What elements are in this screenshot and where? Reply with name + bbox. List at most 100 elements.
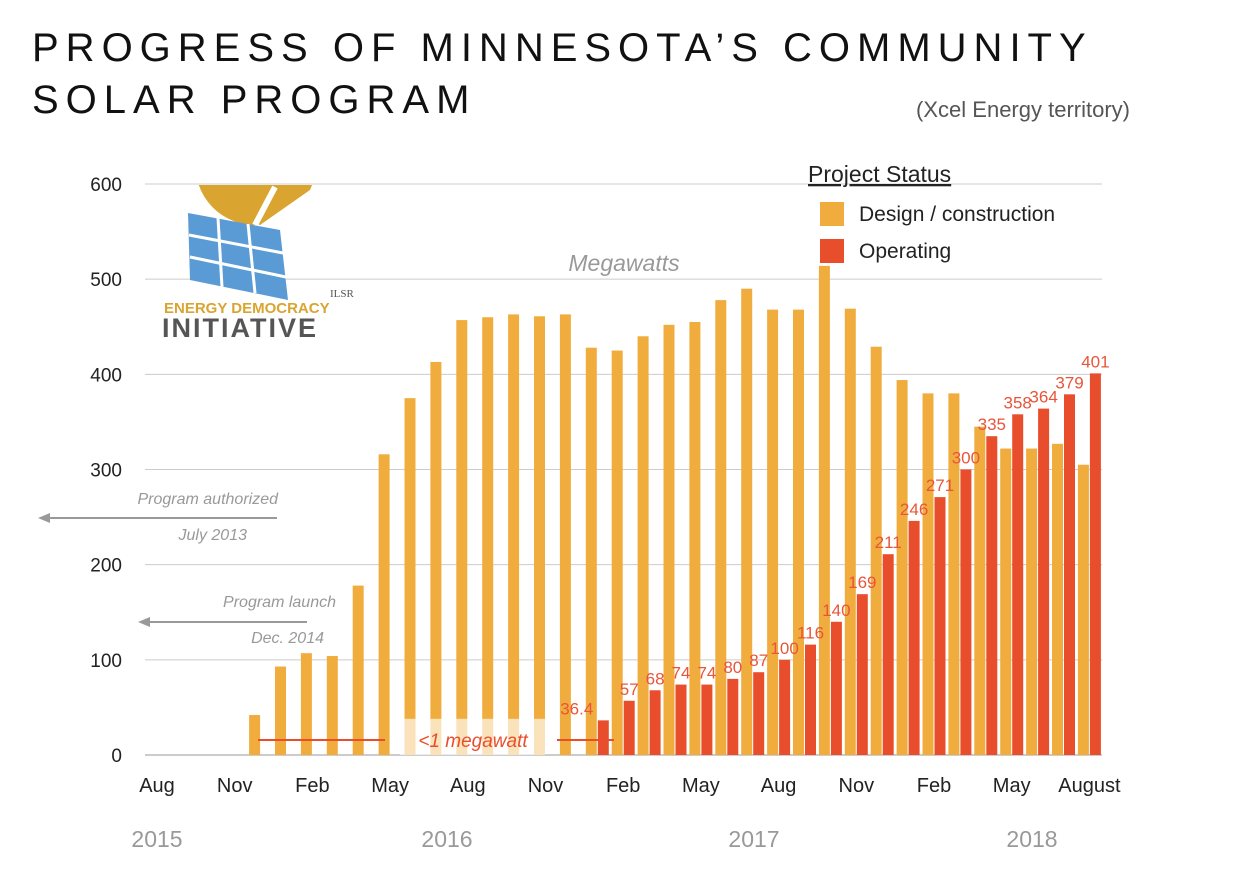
design-bar [326, 656, 338, 755]
design-bar [249, 715, 261, 755]
design-bar [559, 314, 571, 755]
design-bar [1077, 464, 1089, 755]
design-bar [1052, 443, 1063, 755]
operating-data-label: 358 [1004, 393, 1032, 412]
x-tick-label: Aug [450, 775, 486, 797]
design-bar [611, 350, 623, 755]
arrow-left-icon [138, 617, 150, 627]
operating-data-label: 271 [926, 476, 954, 495]
design-bar [1000, 448, 1012, 755]
y-tick-label: 400 [90, 365, 122, 386]
design-bar [689, 321, 701, 755]
design-bar [1026, 448, 1038, 755]
small-capacity-label: <1 megawatt [418, 731, 528, 752]
annotation-authorized-date: July 2013 [178, 527, 248, 544]
annotation-authorized: Program authorized [137, 491, 279, 508]
title-line-1: PROGRESS OF MINNESOTA’S COMMUNITY [32, 26, 1093, 70]
design-bar [767, 309, 779, 755]
annotation-launch-date: Dec. 2014 [251, 630, 324, 647]
design-bar [404, 398, 416, 755]
x-tick-label: Feb [606, 775, 640, 797]
x-tick-label: Nov [217, 775, 253, 797]
design-bar [352, 585, 364, 755]
operating-data-label: 379 [1055, 373, 1083, 392]
operating-bar [882, 554, 894, 755]
design-bar [456, 320, 468, 755]
operating-data-label: 211 [875, 533, 902, 552]
operating-data-label: 116 [797, 624, 824, 643]
design-bar [508, 314, 520, 755]
design-bar [741, 288, 753, 755]
x-tick-label: August [1058, 775, 1121, 797]
small-capacity-highlight [400, 718, 545, 755]
operating-bar [934, 497, 946, 755]
operating-data-label: 401 [1081, 352, 1109, 371]
x-tick-label: Nov [839, 775, 875, 797]
operating-data-label: 74 [697, 664, 716, 683]
operating-bar [1012, 414, 1024, 755]
legend-swatch-design [820, 202, 844, 226]
year-label: 2017 [728, 826, 779, 852]
operating-data-label: 36.4 [560, 699, 593, 718]
legend-entry: Operating [859, 240, 951, 263]
design-bar [715, 300, 727, 755]
operating-bar [779, 659, 791, 755]
operating-bar [727, 678, 739, 755]
operating-data-label: 80 [723, 658, 742, 677]
legend-swatch-operating [820, 239, 844, 263]
year-label: 2016 [421, 826, 472, 852]
design-bar [896, 380, 908, 755]
operating-bar [701, 684, 713, 755]
y-axis-label: Megawatts [568, 250, 680, 276]
operating-bar [908, 520, 920, 755]
design-bar [275, 666, 286, 755]
operating-bar [1064, 394, 1075, 755]
design-bar [534, 316, 545, 755]
chart-subtitle: (Xcel Energy territory) [916, 97, 1130, 122]
x-tick-label: Feb [295, 775, 329, 797]
operating-data-label: 87 [749, 651, 768, 670]
design-bar [818, 265, 830, 755]
logo-line-1: ENERGY DEMOCRACY [164, 300, 330, 317]
design-bar [637, 336, 649, 755]
legend-entry: Design / construction [859, 203, 1055, 226]
operating-bar [623, 700, 635, 755]
logo-line-2: INITIATIVE [162, 313, 318, 343]
y-tick-label: 100 [90, 651, 122, 672]
operating-bar [986, 436, 998, 755]
design-bar [793, 309, 804, 755]
arrow-left-icon [38, 513, 50, 523]
title-line-2: SOLAR PROGRAM [32, 78, 477, 122]
operating-bar [753, 672, 765, 755]
operating-bar [1038, 408, 1050, 755]
year-label: 2018 [1006, 826, 1057, 852]
y-tick-label: 500 [90, 270, 122, 291]
operating-data-label: 335 [978, 415, 1006, 434]
y-tick-label: 600 [90, 175, 122, 196]
operating-data-label: 140 [822, 601, 850, 620]
annotation-launch: Program launch [223, 594, 336, 611]
operating-data-label: 100 [770, 639, 798, 658]
x-tick-label: Nov [528, 775, 564, 797]
operating-data-label: 169 [848, 573, 876, 592]
x-tick-label: May [371, 775, 409, 797]
design-bar [585, 347, 597, 755]
design-bar [378, 454, 390, 755]
x-tick-label: Aug [761, 775, 797, 797]
operating-data-label: 74 [672, 664, 691, 683]
operating-bar [960, 469, 972, 755]
x-tick-label: May [993, 775, 1031, 797]
design-bar [974, 426, 986, 755]
design-bar [430, 361, 442, 755]
operating-data-label: 246 [900, 500, 928, 519]
design-bar [482, 317, 494, 755]
solar-panel-icon [188, 213, 288, 300]
operating-bar [649, 690, 661, 755]
ilsr-logo: ILSR ENERGY DEMOCRACY INITIATIVE [162, 185, 355, 343]
operating-bar [1089, 373, 1101, 755]
operating-bar [597, 720, 609, 755]
design-bar [922, 393, 934, 755]
operating-bar [830, 621, 842, 755]
design-bar [844, 308, 856, 755]
design-bar [948, 393, 960, 755]
